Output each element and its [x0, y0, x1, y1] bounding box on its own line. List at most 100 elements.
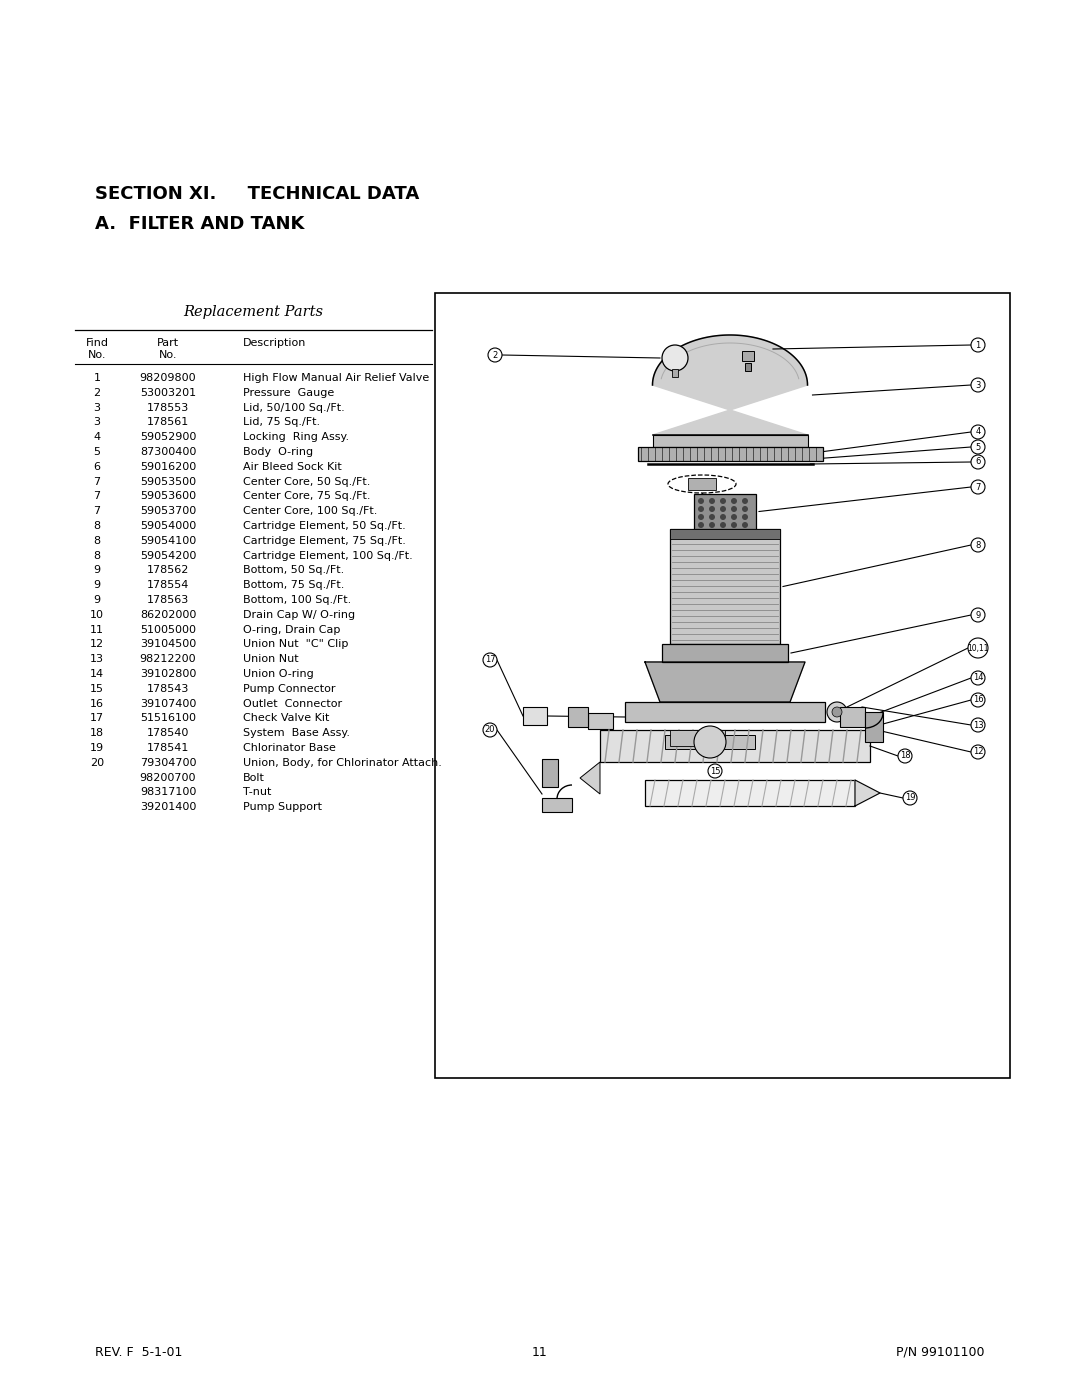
Circle shape	[698, 497, 704, 504]
Circle shape	[698, 506, 704, 511]
Text: 9: 9	[94, 580, 100, 590]
Bar	[672, 369, 678, 377]
Text: 98212200: 98212200	[139, 654, 197, 664]
Circle shape	[832, 707, 842, 717]
Text: Lid, 75 Sq./Ft.: Lid, 75 Sq./Ft.	[243, 418, 320, 427]
Text: 1: 1	[94, 373, 100, 383]
Text: 12: 12	[90, 640, 104, 650]
Text: 9: 9	[94, 595, 100, 605]
Text: 59053700: 59053700	[140, 506, 197, 517]
Circle shape	[971, 608, 985, 622]
Text: 2: 2	[492, 351, 498, 359]
Circle shape	[720, 514, 726, 520]
Bar	[645, 780, 855, 806]
Circle shape	[971, 425, 985, 439]
Text: A.  FILTER AND TANK: A. FILTER AND TANK	[95, 215, 305, 233]
Text: 12: 12	[973, 747, 983, 757]
Text: Replacement Parts: Replacement Parts	[184, 305, 324, 319]
Text: 7: 7	[94, 506, 100, 517]
Text: Bottom, 75 Sq./Ft.: Bottom, 75 Sq./Ft.	[243, 580, 345, 590]
Circle shape	[897, 749, 912, 763]
Text: 3: 3	[94, 402, 100, 412]
Text: 8: 8	[94, 550, 100, 560]
Text: 79304700: 79304700	[139, 757, 197, 768]
Circle shape	[903, 791, 917, 805]
Text: Cartridge Element, 50 Sq./Ft.: Cartridge Element, 50 Sq./Ft.	[243, 521, 406, 531]
Bar	[670, 731, 725, 746]
Text: 7: 7	[975, 482, 981, 492]
Text: 59054100: 59054100	[140, 536, 197, 546]
Text: 178562: 178562	[147, 566, 189, 576]
Circle shape	[731, 497, 737, 504]
Text: 1: 1	[975, 341, 981, 349]
Text: 53003201: 53003201	[140, 388, 197, 398]
Circle shape	[708, 522, 715, 528]
Text: 39201400: 39201400	[139, 802, 197, 812]
Text: Lid, 50/100 Sq./Ft.: Lid, 50/100 Sq./Ft.	[243, 402, 345, 412]
Text: 18: 18	[900, 752, 910, 760]
Polygon shape	[580, 761, 600, 793]
Text: 98209800: 98209800	[139, 373, 197, 383]
Ellipse shape	[669, 475, 735, 493]
Text: Chlorinator Base: Chlorinator Base	[243, 743, 336, 753]
Text: 5: 5	[975, 443, 981, 451]
Circle shape	[827, 703, 847, 722]
Bar	[637, 447, 823, 461]
Text: 178554: 178554	[147, 580, 189, 590]
Text: 178543: 178543	[147, 683, 189, 694]
Circle shape	[971, 379, 985, 393]
Circle shape	[742, 506, 748, 511]
Text: 98200700: 98200700	[139, 773, 197, 782]
Text: 9: 9	[975, 610, 981, 619]
Bar	[670, 529, 780, 644]
Text: Outlet  Connector: Outlet Connector	[243, 698, 342, 708]
Bar	[865, 712, 883, 742]
Text: Description: Description	[243, 338, 307, 348]
Text: System  Base Assy.: System Base Assy.	[243, 728, 350, 738]
Text: 9: 9	[94, 566, 100, 576]
Text: Pressure  Gauge: Pressure Gauge	[243, 388, 334, 398]
Text: Drain Cap W/ O-ring: Drain Cap W/ O-ring	[243, 610, 355, 620]
Text: 20: 20	[90, 757, 104, 768]
Text: Center Core, 75 Sq./Ft.: Center Core, 75 Sq./Ft.	[243, 492, 370, 502]
Text: 20: 20	[485, 725, 496, 735]
Text: Air Bleed Sock Kit: Air Bleed Sock Kit	[243, 462, 341, 472]
Text: P/N 99101100: P/N 99101100	[896, 1345, 985, 1358]
Text: Bottom, 50 Sq./Ft.: Bottom, 50 Sq./Ft.	[243, 566, 345, 576]
Text: 15: 15	[710, 767, 720, 775]
Text: 178561: 178561	[147, 418, 189, 427]
Circle shape	[971, 481, 985, 495]
Circle shape	[731, 506, 737, 511]
Circle shape	[720, 506, 726, 511]
Text: Bottom, 100 Sq./Ft.: Bottom, 100 Sq./Ft.	[243, 595, 351, 605]
Circle shape	[720, 497, 726, 504]
Circle shape	[708, 497, 715, 504]
Polygon shape	[652, 335, 808, 434]
Bar	[542, 759, 558, 787]
Text: 11: 11	[90, 624, 104, 634]
Text: Union Nut  "C" Clip: Union Nut "C" Clip	[243, 640, 349, 650]
Bar	[652, 434, 808, 447]
Text: 178540: 178540	[147, 728, 189, 738]
Bar	[745, 363, 751, 372]
Bar	[600, 731, 870, 761]
Text: 14: 14	[973, 673, 983, 683]
Text: 4: 4	[975, 427, 981, 436]
Text: O-ring, Drain Cap: O-ring, Drain Cap	[243, 624, 340, 634]
Text: 14: 14	[90, 669, 104, 679]
Text: Part
No.: Part No.	[157, 338, 179, 359]
Circle shape	[731, 522, 737, 528]
Text: Body  O-ring: Body O-ring	[243, 447, 313, 457]
Text: Pump Connector: Pump Connector	[243, 683, 336, 694]
Circle shape	[488, 348, 502, 362]
Text: 15: 15	[90, 683, 104, 694]
Text: SECTION XI.     TECHNICAL DATA: SECTION XI. TECHNICAL DATA	[95, 184, 419, 203]
Circle shape	[971, 671, 985, 685]
Polygon shape	[645, 662, 805, 703]
Text: 10,11: 10,11	[968, 644, 989, 652]
Bar	[840, 707, 865, 726]
Text: 3: 3	[94, 418, 100, 427]
Bar	[694, 495, 756, 529]
Text: 19: 19	[905, 793, 915, 802]
Text: 59053600: 59053600	[140, 492, 197, 502]
